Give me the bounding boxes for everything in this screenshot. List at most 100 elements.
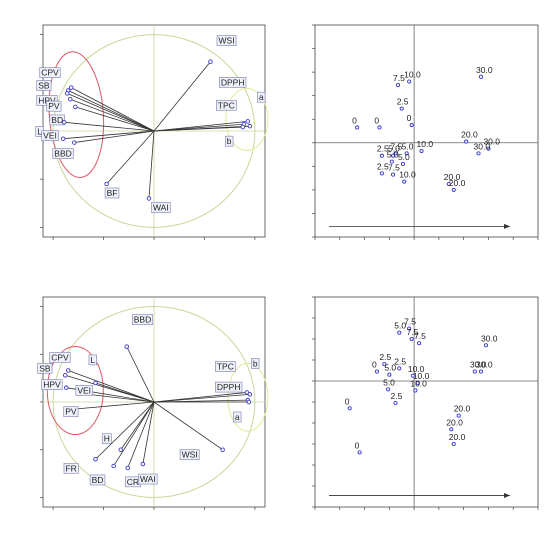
loading-point	[245, 119, 251, 124]
score-point	[419, 148, 424, 154]
loading-point	[93, 380, 98, 386]
loading-point	[208, 59, 213, 64]
loading-vector	[153, 61, 211, 132]
score-point	[374, 369, 379, 374]
loading-label: PV	[48, 101, 60, 111]
score-label: 30.0	[481, 333, 498, 343]
score-point	[449, 427, 454, 432]
score-point	[402, 179, 407, 184]
correlation-circle	[52, 306, 256, 498]
score-label: 5.0	[384, 363, 396, 373]
loading-point	[61, 120, 67, 125]
score-label: 20.0	[449, 178, 466, 188]
loading-label-box	[219, 77, 247, 88]
loading-point	[220, 447, 225, 452]
score-point	[355, 125, 360, 130]
score-point	[390, 153, 396, 158]
score-point	[417, 341, 422, 346]
loading-point	[146, 196, 152, 201]
loading-point	[93, 457, 98, 462]
loading-label-box	[75, 385, 93, 396]
score-point	[407, 326, 412, 331]
score-point	[486, 146, 491, 151]
loading-label: VEI	[77, 385, 91, 395]
loading-label-box	[101, 433, 112, 445]
score-label: 0	[374, 115, 379, 125]
loading-point	[111, 463, 116, 469]
score-label: 0	[345, 396, 350, 406]
score-point	[407, 79, 412, 84]
score-label: 2.5	[391, 391, 403, 401]
loading-point	[240, 124, 246, 130]
loading-label-box	[138, 473, 158, 485]
loading-label: WAI	[153, 202, 169, 212]
score-point	[409, 123, 414, 128]
loading-label: SB	[39, 363, 51, 373]
score-label: 7.5	[414, 331, 426, 341]
score-label: 5.0	[402, 141, 414, 151]
score-label: 20.0	[461, 130, 478, 140]
loading-label: SB	[38, 81, 50, 91]
loading-label-box	[41, 130, 59, 142]
score-point	[379, 171, 384, 176]
score-label: 5.0	[387, 150, 399, 160]
loading-label: BBD	[54, 149, 71, 159]
score-label: 5.0	[383, 377, 395, 387]
score-label: 20.0	[454, 404, 471, 414]
score-point	[393, 400, 398, 406]
loading-label: L	[37, 126, 42, 136]
score-label: 7.5	[407, 327, 419, 337]
score-point	[413, 388, 418, 393]
score-point	[483, 343, 489, 348]
score-label: 7.5	[388, 163, 400, 173]
score-label: 0	[355, 440, 360, 450]
loading-vector	[67, 93, 155, 132]
loading-label: HPV	[43, 380, 61, 390]
loading-vector	[75, 106, 155, 132]
loading-point	[60, 136, 66, 141]
loading-label-box	[63, 406, 79, 417]
score-point	[399, 106, 404, 111]
score-label: 10.0	[404, 70, 421, 80]
loading-vector	[68, 401, 155, 411]
loading-label-box	[88, 354, 98, 366]
loading-label-box	[179, 449, 200, 461]
score-point	[377, 125, 382, 130]
loading-label: a	[235, 412, 240, 422]
loading-point	[72, 140, 77, 145]
loading-point	[246, 399, 252, 405]
loading-vector	[68, 90, 155, 132]
loading-label: WSI	[219, 36, 235, 46]
loading-label: WAI	[140, 474, 156, 484]
loading-point	[247, 123, 253, 129]
loading-label-box	[52, 148, 74, 159]
loading-label: BF	[107, 188, 118, 198]
loading-label-box	[36, 80, 52, 91]
loading-label: FR	[65, 463, 76, 473]
score-point	[347, 406, 352, 411]
score-label: 20.0	[449, 432, 466, 442]
loading-label: BD	[51, 115, 63, 125]
score-label: 7.5	[393, 73, 405, 83]
score-label: 10.0	[408, 364, 425, 374]
score-label: 20.0	[444, 172, 461, 182]
score-point	[472, 369, 477, 374]
score-label: 5.0	[394, 321, 406, 331]
panel-b: 30.07.5 10.02.50 0 020.030.030.010.02.5 5.07…	[312, 24, 539, 240]
loading-vector	[153, 393, 250, 403]
loading-point	[118, 447, 123, 452]
score-point	[357, 450, 362, 455]
loading-label-box	[233, 411, 242, 423]
loading-point	[67, 96, 73, 102]
loading-vector	[153, 126, 243, 132]
loading-label-box	[39, 67, 61, 78]
loading-label-box	[131, 314, 154, 325]
loading-point	[62, 373, 68, 378]
loading-label-box	[63, 462, 79, 474]
panel-d: 7.55.07.57.5 30.02.50 2.55.0 30.030.010.010…	[312, 296, 539, 510]
score-point	[382, 362, 387, 367]
loading-label-box	[225, 135, 234, 147]
loading-vector	[153, 120, 248, 132]
